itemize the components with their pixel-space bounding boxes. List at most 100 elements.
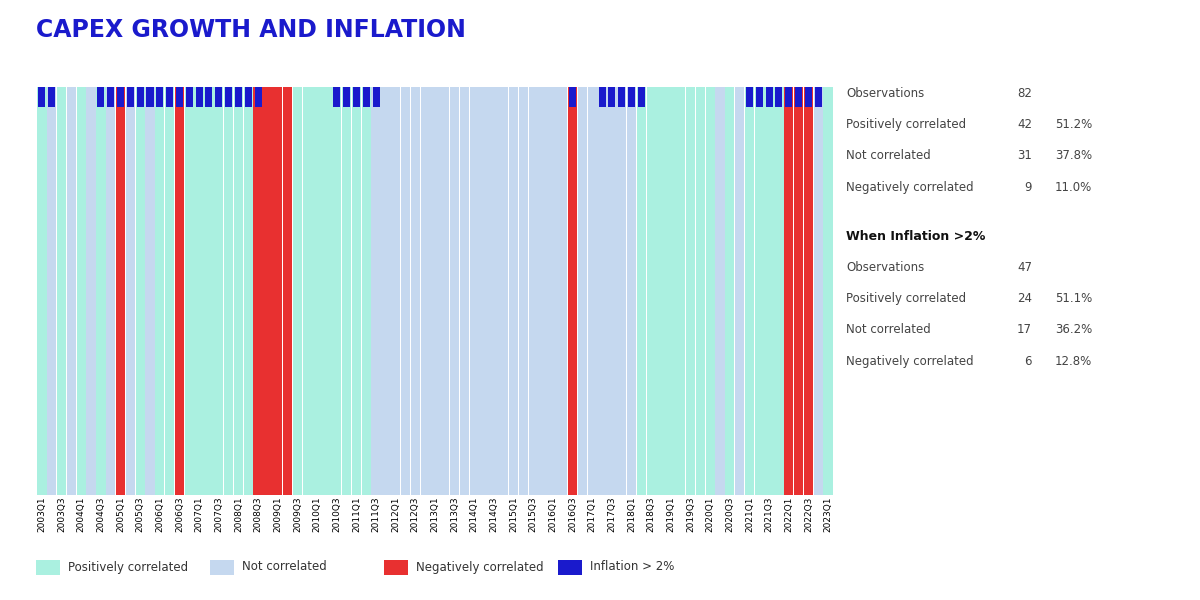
Bar <box>226 87 232 107</box>
Text: Positively correlated: Positively correlated <box>846 118 966 131</box>
Bar <box>686 87 695 495</box>
Bar <box>608 87 616 107</box>
Bar <box>784 87 793 495</box>
Bar <box>715 87 725 495</box>
Bar <box>706 87 715 495</box>
Text: 51.1%: 51.1% <box>1055 292 1092 305</box>
Bar <box>334 87 341 107</box>
Bar <box>480 87 488 495</box>
Text: 9: 9 <box>1025 181 1032 194</box>
Bar <box>746 87 752 107</box>
Bar <box>766 87 773 107</box>
Bar <box>785 87 792 107</box>
Bar <box>775 87 782 107</box>
Bar <box>186 87 193 107</box>
Bar <box>628 87 635 107</box>
Bar <box>56 87 66 495</box>
Bar <box>343 87 350 107</box>
Bar <box>529 87 538 495</box>
Bar <box>823 87 833 495</box>
Bar <box>617 87 626 495</box>
Bar <box>509 87 518 495</box>
Bar <box>626 87 636 495</box>
Text: 11.0%: 11.0% <box>1055 181 1092 194</box>
Bar <box>814 87 823 495</box>
Bar <box>137 87 144 107</box>
Text: Negatively correlated: Negatively correlated <box>846 181 973 194</box>
Bar <box>372 87 379 107</box>
Bar <box>37 87 47 495</box>
Bar <box>204 87 214 495</box>
Bar <box>274 87 282 495</box>
Bar <box>420 87 430 495</box>
Bar <box>155 87 164 495</box>
Bar <box>618 87 625 107</box>
Text: 82: 82 <box>1018 87 1032 100</box>
Bar <box>558 87 568 495</box>
Bar <box>67 87 76 495</box>
Bar <box>47 87 56 495</box>
Bar <box>283 87 293 495</box>
Text: 51.2%: 51.2% <box>1055 118 1092 131</box>
Bar <box>588 87 596 495</box>
Text: 12.8%: 12.8% <box>1055 355 1092 368</box>
Bar <box>490 87 499 495</box>
Bar <box>164 87 174 495</box>
Bar <box>263 87 272 495</box>
Bar <box>401 87 410 495</box>
Bar <box>440 87 450 495</box>
Bar <box>118 87 124 107</box>
Bar <box>804 87 814 495</box>
Text: Not correlated: Not correlated <box>846 323 931 337</box>
Bar <box>234 87 244 495</box>
Bar <box>214 87 223 495</box>
Bar <box>176 87 182 107</box>
Bar <box>205 87 212 107</box>
Bar <box>371 87 380 495</box>
Bar <box>361 87 371 495</box>
Bar <box>599 87 606 107</box>
Bar <box>194 87 204 495</box>
Bar <box>97 87 104 107</box>
Bar <box>96 87 106 495</box>
Bar <box>577 87 587 495</box>
Text: 31: 31 <box>1018 149 1032 163</box>
Bar <box>342 87 352 495</box>
Bar <box>656 87 666 495</box>
Bar <box>548 87 558 495</box>
Bar <box>391 87 401 495</box>
Bar <box>353 87 360 107</box>
Bar <box>539 87 547 495</box>
Bar <box>224 87 233 495</box>
Bar <box>734 87 744 495</box>
Bar <box>175 87 184 495</box>
Bar <box>756 87 763 107</box>
Bar <box>77 87 86 495</box>
Bar <box>638 87 644 107</box>
Bar <box>185 87 194 495</box>
Bar <box>116 87 125 495</box>
Bar <box>410 87 420 495</box>
Text: 24: 24 <box>1018 292 1032 305</box>
Text: 42: 42 <box>1018 118 1032 131</box>
Text: 37.8%: 37.8% <box>1055 149 1092 163</box>
Bar <box>352 87 361 495</box>
Bar <box>794 87 803 495</box>
Bar <box>815 87 822 107</box>
Text: 6: 6 <box>1025 355 1032 368</box>
Bar <box>764 87 774 495</box>
Bar <box>127 87 134 107</box>
Bar <box>293 87 302 495</box>
Bar <box>253 87 263 495</box>
Text: Negatively correlated: Negatively correlated <box>416 560 544 574</box>
Bar <box>382 87 390 495</box>
Bar <box>312 87 322 495</box>
Bar <box>126 87 136 495</box>
Bar <box>647 87 656 495</box>
Bar <box>774 87 784 495</box>
Text: Not correlated: Not correlated <box>242 560 328 574</box>
Text: CAPEX GROWTH AND INFLATION: CAPEX GROWTH AND INFLATION <box>36 18 466 42</box>
Bar <box>431 87 439 495</box>
Bar <box>598 87 607 495</box>
Bar <box>755 87 764 495</box>
